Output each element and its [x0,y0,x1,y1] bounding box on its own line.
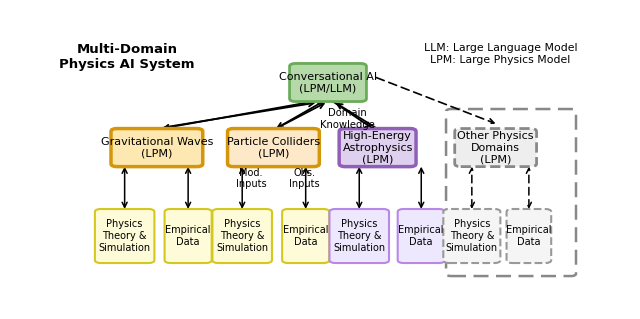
FancyBboxPatch shape [111,129,203,167]
Text: Obs.
Inputs: Obs. Inputs [289,168,319,189]
FancyBboxPatch shape [228,129,319,167]
FancyBboxPatch shape [212,209,272,263]
Text: Physics
Theory &
Simulation: Physics Theory & Simulation [216,219,268,253]
FancyBboxPatch shape [282,209,329,263]
Text: Other Physics
Domains
(LPM): Other Physics Domains (LPM) [458,131,534,164]
FancyBboxPatch shape [339,129,416,167]
Text: Domain
Knowledge: Domain Knowledge [321,108,375,130]
FancyBboxPatch shape [444,209,500,263]
FancyBboxPatch shape [95,209,154,263]
Text: Empirical
Data: Empirical Data [506,225,552,247]
FancyBboxPatch shape [164,209,212,263]
Text: Physics
Theory &
Simulation: Physics Theory & Simulation [333,219,385,253]
Text: Physics
Theory &
Simulation: Physics Theory & Simulation [446,219,498,253]
Text: Multi-Domain
Physics AI System: Multi-Domain Physics AI System [60,43,195,71]
Text: LLM: Large Language Model
LPM: Large Physics Model: LLM: Large Language Model LPM: Large Phy… [424,43,577,65]
Text: Empirical
Data: Empirical Data [283,225,328,247]
FancyBboxPatch shape [397,209,445,263]
Text: Gravitational Waves
(LPM): Gravitational Waves (LPM) [100,137,213,159]
FancyBboxPatch shape [289,63,367,101]
Text: Particle Colliders
(LPM): Particle Colliders (LPM) [227,137,320,159]
FancyBboxPatch shape [455,129,536,167]
Text: Mod.
Inputs: Mod. Inputs [236,168,266,189]
FancyBboxPatch shape [507,209,551,263]
Text: Empirical
Data: Empirical Data [165,225,211,247]
Text: High-Energy
Astrophysics
(LPM): High-Energy Astrophysics (LPM) [342,131,413,164]
Text: Conversational AI
(LPM/LLM): Conversational AI (LPM/LLM) [279,72,377,93]
Text: Empirical
Data: Empirical Data [399,225,444,247]
FancyBboxPatch shape [330,209,389,263]
Text: Physics
Theory &
Simulation: Physics Theory & Simulation [99,219,150,253]
